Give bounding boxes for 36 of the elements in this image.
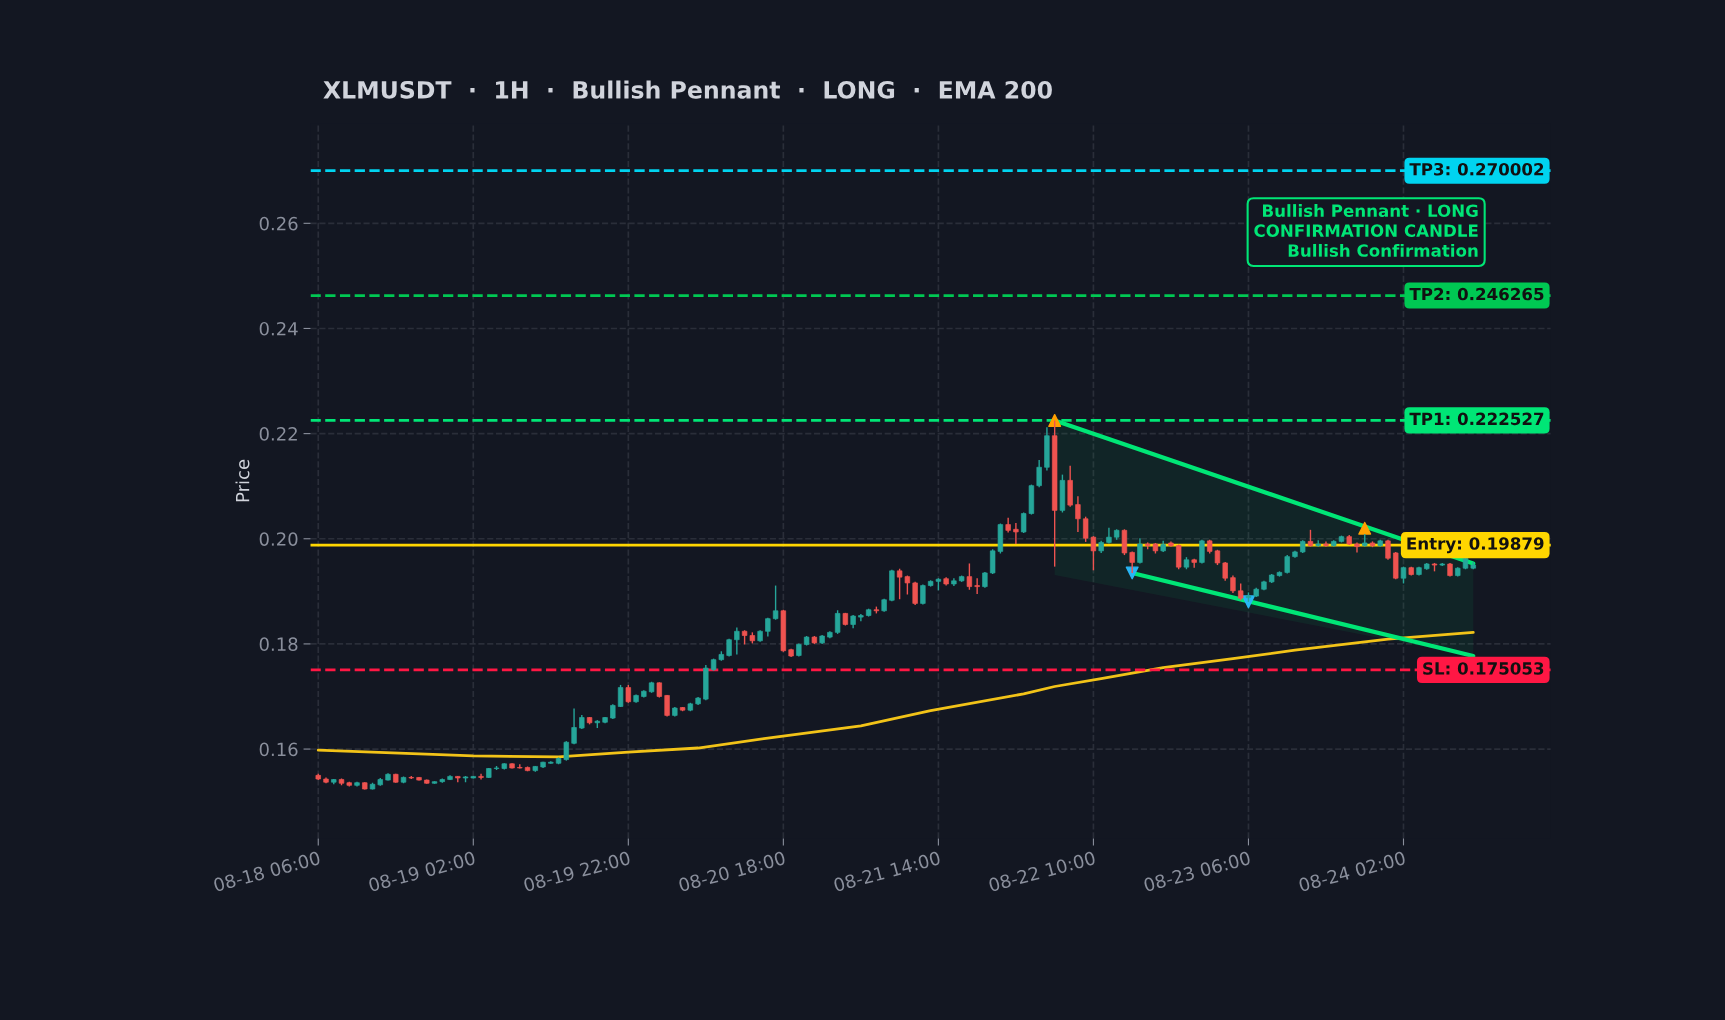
candlestick: [772, 584, 779, 621]
ref-line-label: TP2: 0.246265: [1409, 287, 1544, 301]
y-tick-label: 0.16: [259, 742, 298, 757]
y-tick-label: 0.18: [259, 637, 298, 652]
ref-line-label: Entry: 0.19879: [1407, 537, 1544, 554]
y-tick-label: 0.22: [259, 427, 297, 441]
x-tick-label: 08-19 22:00: [523, 850, 631, 892]
x-tick-label: 08-18 06:00: [213, 850, 321, 892]
x-tick-label: 08-22 10:00: [988, 850, 1096, 892]
ref-line-label: TP3: 0.270002: [1409, 162, 1544, 176]
annotation: Bullish Pennant · LONG CONFIRMATION CANDLE Bullish Confirmation: [1254, 204, 1478, 257]
y-axis-title: Price: [235, 459, 250, 502]
candlestick: [834, 609, 841, 635]
candlestick: [478, 773, 484, 781]
candlestick: [1013, 522, 1019, 545]
x-tick-label: 08-20 18:00: [678, 850, 786, 892]
candlestick: [1129, 550, 1135, 574]
candlestick: [734, 626, 740, 656]
y-tick-label: 0.24: [259, 321, 298, 336]
candlestick: [1137, 537, 1143, 565]
chart-title: XLMUSDT · 1H · Bullish Pennant · LONG · EMA 200: [323, 80, 1052, 99]
x-tick-label: 08-19 02:00: [368, 850, 476, 892]
candlestick: [1075, 495, 1081, 533]
y-tick-label: 0.26: [259, 216, 298, 231]
ref-line-label: TP1: 0.222527: [1409, 412, 1544, 426]
candlestick: [1036, 459, 1042, 488]
candlestick: [974, 577, 980, 595]
ref-line-label: SL: 0.175053: [1423, 662, 1544, 675]
x-tick-label: 08-24 02:00: [1298, 850, 1406, 892]
candlestick: [1176, 543, 1182, 570]
x-tick-label: 08-21 14:00: [833, 850, 941, 892]
x-tick-label: 08-23 06:00: [1143, 850, 1251, 892]
y-tick-label: 0.20: [259, 532, 298, 546]
candlestick: [1121, 528, 1128, 556]
candlestick: [571, 707, 577, 746]
candlestick: [966, 562, 973, 591]
